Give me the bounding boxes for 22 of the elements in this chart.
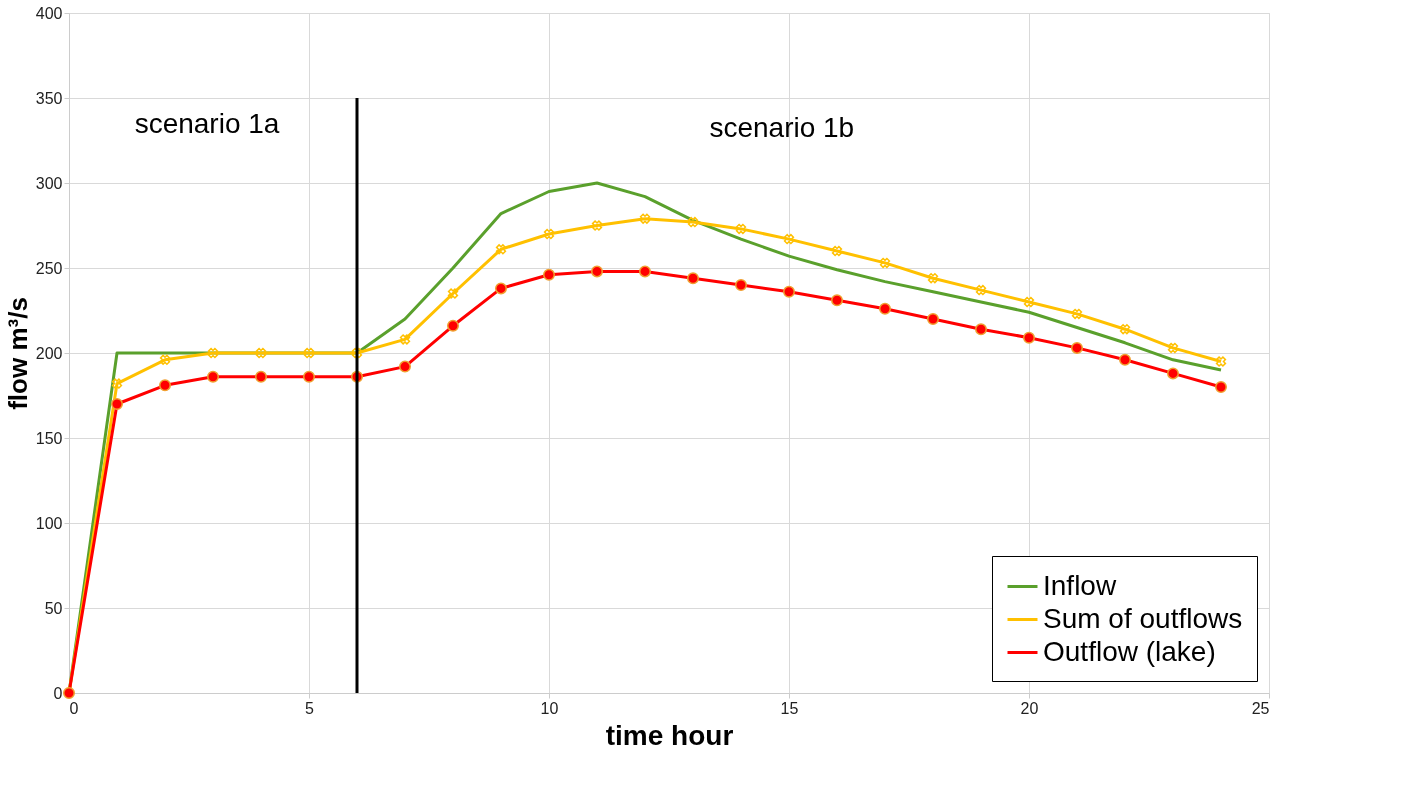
x-tick-label: 5	[305, 699, 315, 717]
y-tick-label: 200	[35, 344, 63, 362]
y-tick-label: 0	[53, 684, 63, 702]
x-tick-label: 20	[1020, 699, 1039, 717]
y-axis-title: flow m³/s	[2, 297, 33, 410]
y-tick-label: 400	[35, 4, 63, 22]
annotation: scenario 1b	[709, 111, 855, 143]
x-tick-label: 15	[780, 699, 799, 717]
y-tick-label: 250	[35, 259, 63, 277]
legend-label: Outflow (lake)	[1043, 635, 1216, 667]
y-tick-label: 100	[35, 514, 63, 532]
x-tick-label: 0	[69, 699, 79, 717]
x-axis-title: time hour	[605, 719, 734, 751]
annotation: scenario 1a	[134, 108, 280, 140]
x-tick-label: 25	[1251, 699, 1270, 717]
legend-label: Inflow	[1043, 569, 1117, 601]
y-tick-label: 350	[35, 89, 63, 107]
y-tick-label: 50	[44, 599, 63, 617]
y-tick-label: 300	[35, 174, 63, 192]
y-tick-label: 150	[35, 429, 63, 447]
x-tick-label: 10	[540, 699, 559, 717]
legend-label: Sum of outflows	[1043, 602, 1243, 634]
